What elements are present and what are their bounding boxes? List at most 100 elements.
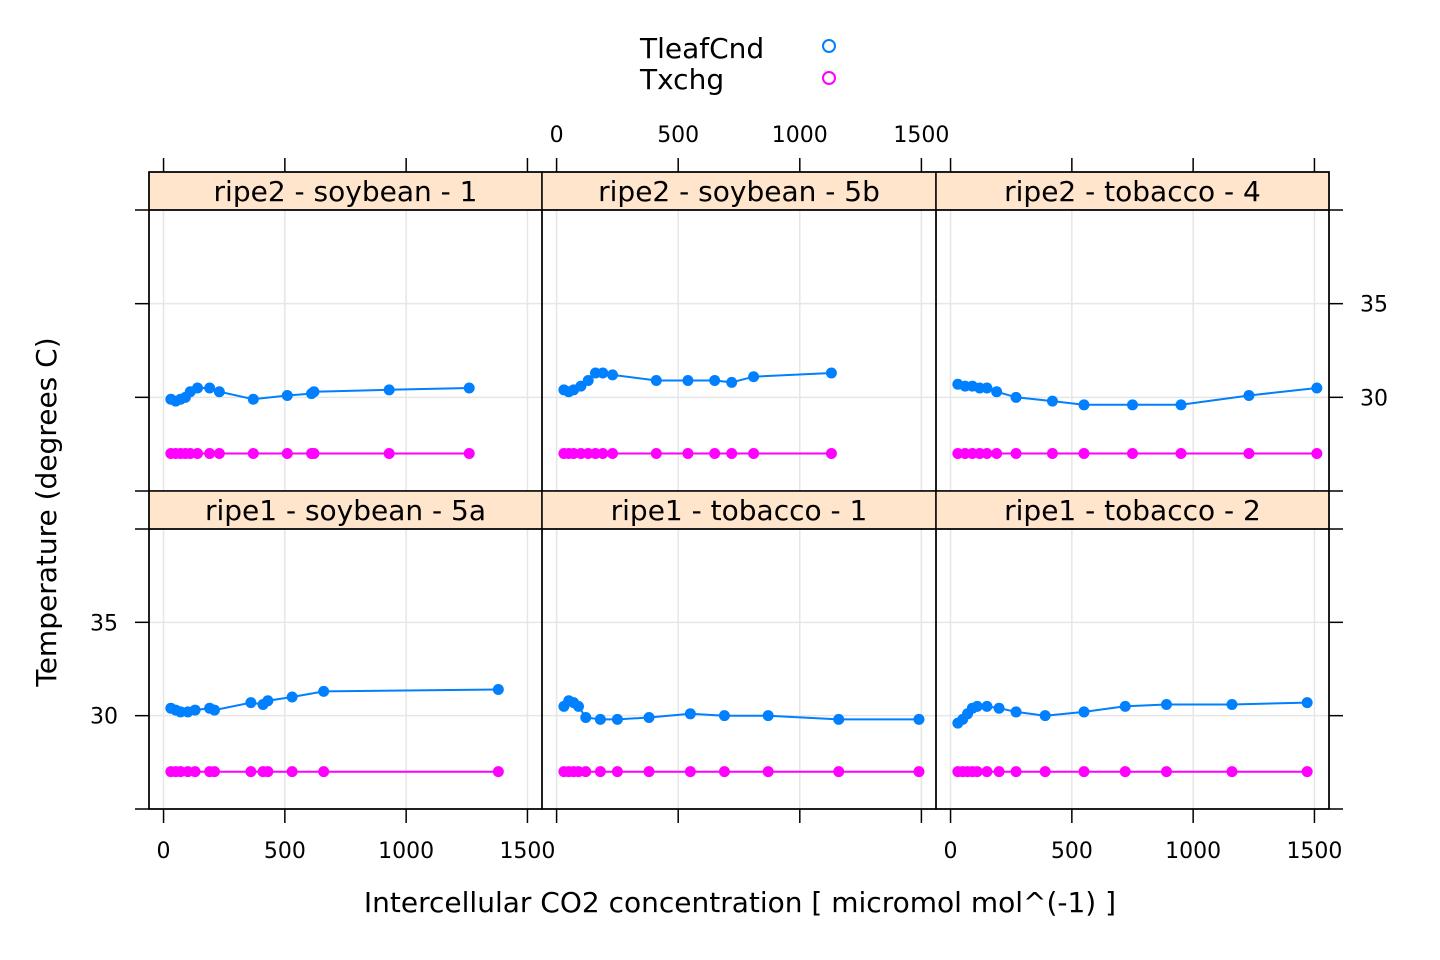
data-point-tleafcnd xyxy=(993,702,1005,714)
data-point-tleafcnd xyxy=(1160,698,1172,710)
panel-title: ripe2 - soybean - 5b xyxy=(598,175,880,208)
data-point-txchg xyxy=(643,766,655,778)
x-tick-label-top: 0 xyxy=(550,123,564,148)
data-point-txchg xyxy=(594,766,606,778)
data-point-tleafcnd xyxy=(572,700,584,712)
y-tick-label-left: 30 xyxy=(90,705,118,730)
data-point-tleafcnd xyxy=(913,713,925,725)
data-point-txchg xyxy=(383,448,395,460)
data-point-tleafcnd xyxy=(492,684,504,696)
data-point-txchg xyxy=(1243,448,1255,460)
data-point-txchg xyxy=(611,766,623,778)
data-point-txchg xyxy=(247,448,259,460)
panel-strip xyxy=(935,171,1330,211)
data-point-txchg xyxy=(1010,766,1022,778)
data-point-txchg xyxy=(1127,448,1138,460)
data-point-txchg xyxy=(245,766,257,778)
x-tick-label-bottom: 500 xyxy=(1051,839,1093,864)
data-point-tleafcnd xyxy=(718,710,730,722)
data-point-txchg xyxy=(684,766,696,778)
data-point-tleafcnd xyxy=(213,386,225,398)
panel-border xyxy=(935,528,1330,810)
data-point-tleafcnd xyxy=(748,371,760,383)
data-point-tleafcnd xyxy=(1127,399,1138,411)
data-point-tleafcnd xyxy=(189,704,201,716)
data-point-txchg xyxy=(281,448,293,460)
data-point-txchg xyxy=(1010,448,1022,460)
data-point-tleafcnd xyxy=(1311,382,1323,394)
data-point-tleafcnd xyxy=(611,713,623,725)
data-point-tleafcnd xyxy=(383,384,395,396)
x-tick-label-bottom: 0 xyxy=(157,839,171,864)
data-point-txchg xyxy=(833,766,845,778)
data-point-tleafcnd xyxy=(1175,399,1187,411)
data-point-txchg xyxy=(580,766,592,778)
x-tick-label-top: 500 xyxy=(657,123,699,148)
panel-title: ripe1 - soybean - 5a xyxy=(205,494,486,527)
data-point-txchg xyxy=(650,448,662,460)
data-point-tleafcnd xyxy=(245,697,257,709)
data-point-txchg xyxy=(1226,766,1238,778)
data-point-tleafcnd xyxy=(607,369,619,381)
data-point-txchg xyxy=(913,766,925,778)
frame-layer: ripe2 - soybean - 1 ripe2 - soybean - 5b r… xyxy=(148,171,1330,810)
data-point-tleafcnd xyxy=(204,382,216,394)
data-point-txchg xyxy=(308,448,320,460)
x-tick-label-bottom: 1500 xyxy=(1286,839,1342,864)
data-point-txchg xyxy=(709,448,721,460)
data-point-tleafcnd xyxy=(682,374,694,386)
data-point-txchg xyxy=(993,766,1005,778)
data-point-txchg xyxy=(762,766,774,778)
grid-layer xyxy=(149,210,1329,809)
data-point-txchg xyxy=(1175,448,1187,460)
data-point-tleafcnd xyxy=(463,382,475,394)
data-point-txchg xyxy=(1311,448,1323,460)
y-tick-label-right: 35 xyxy=(1360,293,1388,318)
data-point-txchg xyxy=(1301,766,1313,778)
data-point-txchg xyxy=(492,766,504,778)
data-point-txchg xyxy=(682,448,694,460)
y-tick-label-right: 30 xyxy=(1360,386,1388,411)
data-point-tleafcnd xyxy=(1039,710,1051,722)
data-point-tleafcnd xyxy=(286,691,298,703)
data-point-txchg xyxy=(262,766,274,778)
data-point-tleafcnd xyxy=(1046,395,1058,407)
data-point-txchg xyxy=(192,448,204,460)
data-point-txchg xyxy=(204,448,216,460)
data-point-tleafcnd xyxy=(1226,698,1238,710)
y-axis-label: Temperature (degrees C) xyxy=(30,337,63,687)
data-point-tleafcnd xyxy=(1243,389,1255,401)
data-point-txchg xyxy=(1119,766,1131,778)
data-point-tleafcnd xyxy=(1010,706,1022,718)
data-point-tleafcnd xyxy=(991,386,1003,398)
x-tick-label-top: 1000 xyxy=(772,123,828,148)
data-point-tleafcnd xyxy=(684,708,696,720)
data-point-tleafcnd xyxy=(580,712,592,724)
data-point-tleafcnd xyxy=(833,713,845,725)
data-point-txchg xyxy=(607,448,619,460)
data-point-txchg xyxy=(991,448,1003,460)
data-point-txchg xyxy=(971,766,983,778)
panel-strip xyxy=(148,490,543,530)
data-point-txchg xyxy=(981,448,993,460)
data-point-tleafcnd xyxy=(643,712,655,724)
data-point-txchg xyxy=(463,448,475,460)
data-point-tleafcnd xyxy=(247,393,259,405)
data-point-txchg xyxy=(726,448,738,460)
data-point-txchg xyxy=(1039,766,1051,778)
data-point-txchg xyxy=(286,766,298,778)
panel-title: ripe2 - soybean - 1 xyxy=(214,175,478,208)
x-tick-label-bottom: 1500 xyxy=(499,839,555,864)
axis-layer: 0 500 1000 1500 0 500 1000 1500 0 500 1000 1500 30 35… xyxy=(90,123,1388,864)
x-tick-label-top: 1500 xyxy=(893,123,949,148)
panel-title: ripe1 - tobacco - 2 xyxy=(1004,494,1261,527)
data-point-tleafcnd xyxy=(709,374,721,386)
data-point-txchg xyxy=(1078,766,1090,778)
data-point-txchg xyxy=(318,766,330,778)
x-tick-label-bottom: 0 xyxy=(944,839,958,864)
data-point-txchg xyxy=(189,766,201,778)
data-point-tleafcnd xyxy=(308,386,320,398)
data-point-txchg xyxy=(1078,448,1090,460)
data-point-tleafcnd xyxy=(597,367,609,379)
